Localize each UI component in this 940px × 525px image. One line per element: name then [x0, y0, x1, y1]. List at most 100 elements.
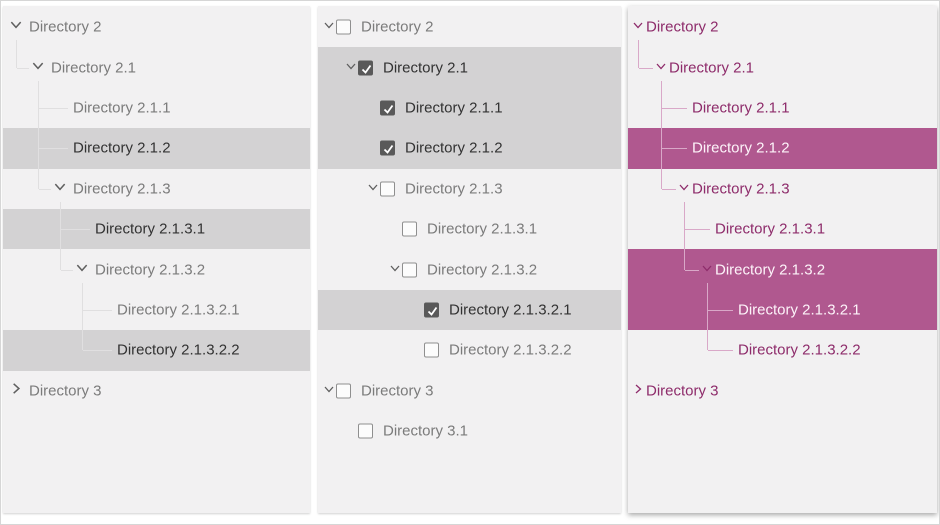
- checkbox-checked[interactable]: [358, 60, 373, 76]
- tree-connector-line: [39, 108, 68, 109]
- checkbox-unchecked[interactable]: [358, 423, 373, 439]
- chevron-down-icon[interactable]: [323, 382, 335, 400]
- checkbox-unchecked[interactable]: [336, 19, 351, 35]
- tree-node-directory-2-1-3-1[interactable]: Directory 2.1.3.1: [628, 209, 937, 249]
- node-label: Directory 2.1: [669, 59, 755, 77]
- tree-node-directory-2-1-1[interactable]: Directory 2.1.1: [628, 88, 937, 128]
- chevron-right-icon[interactable]: [9, 381, 23, 400]
- tree-node-directory-2-1-1[interactable]: Directory 2.1.1: [3, 88, 310, 128]
- chevron-down-icon[interactable]: [701, 261, 713, 279]
- checkbox-checked[interactable]: [380, 140, 395, 156]
- tree-connector-line: [60, 201, 61, 270]
- chevron-down-icon[interactable]: [389, 261, 401, 279]
- node-label: Directory 2: [29, 18, 102, 36]
- chevron-down-icon[interactable]: [678, 180, 690, 198]
- node-label: Directory 2.1.3.2.2: [738, 341, 861, 359]
- node-label: Directory 2.1.3.1: [427, 220, 538, 238]
- chevron-down-icon[interactable]: [53, 179, 67, 198]
- node-label: Directory 3.1: [383, 422, 469, 440]
- tree-connector-line: [82, 282, 83, 351]
- tree-node-directory-2-1-3[interactable]: Directory 2.1.3: [3, 169, 310, 209]
- chevron-down-icon[interactable]: [31, 58, 45, 77]
- tree-node-directory-2-1-3-2-2[interactable]: Directory 2.1.3.2.2: [628, 330, 937, 370]
- checkbox-unchecked[interactable]: [402, 221, 417, 237]
- tree-node-directory-2-1-3-2-2[interactable]: Directory 2.1.3.2.2: [318, 330, 621, 370]
- tree-node-directory-2-1-3-1[interactable]: Directory 2.1.3.1: [3, 209, 310, 250]
- tree-connector-line: [83, 310, 112, 311]
- node-label: Directory 2.1.3.2.2: [449, 341, 572, 359]
- tree-node-directory-2-1-3-2[interactable]: Directory 2.1.3.2: [628, 249, 937, 290]
- tree-connector-line: [39, 148, 68, 150]
- tree-connector-line: [662, 108, 687, 109]
- tree-connector-line: [61, 269, 73, 271]
- tree-connector-line: [684, 201, 685, 270]
- checkbox-checked[interactable]: [380, 100, 395, 116]
- tree-node-directory-2-1-3-2-1[interactable]: Directory 2.1.3.2.1: [318, 289, 621, 331]
- chevron-down-icon[interactable]: [9, 18, 23, 37]
- tree-node-directory-2-1-3[interactable]: Directory 2.1.3: [628, 169, 937, 209]
- tree-connector-line: [639, 67, 653, 69]
- node-label: Directory 2: [646, 18, 719, 36]
- tree-node-directory-2[interactable]: Directory 2: [3, 7, 310, 47]
- node-label: Directory 2.1.1: [405, 99, 503, 117]
- tree-node-directory-2-1-3-2-2[interactable]: Directory 2.1.3.2.2: [3, 330, 310, 371]
- node-label: Directory 2.1.2: [405, 139, 503, 157]
- node-label: Directory 2.1.3.2.1: [117, 301, 240, 319]
- tree-node-directory-2-1-2[interactable]: Directory 2.1.2: [318, 128, 621, 169]
- node-label: Directory 2.1.3: [692, 180, 790, 198]
- chevron-down-icon[interactable]: [323, 18, 335, 36]
- treeview-panel-default: Directory 2 Directory 2.1 Directory 2.1.1 D…: [3, 6, 310, 513]
- checkbox-unchecked[interactable]: [336, 383, 351, 399]
- chevron-down-icon[interactable]: [367, 180, 379, 198]
- tree-node-directory-2-1-3-2[interactable]: Directory 2.1.3.2: [318, 249, 621, 289]
- node-label: Directory 2.1.3.2.1: [738, 301, 861, 319]
- tree-node-directory-2-1[interactable]: Directory 2.1: [318, 47, 621, 88]
- node-label: Directory 3: [646, 382, 719, 400]
- tree-connector-line: [708, 310, 733, 311]
- tree-node-directory-2[interactable]: Directory 2: [318, 7, 621, 47]
- node-label: Directory 2.1.3.2.2: [117, 341, 240, 359]
- node-label: Directory 3: [29, 382, 102, 400]
- tree-connector-line: [708, 350, 733, 352]
- tree-connector-line: [16, 40, 17, 68]
- tree-connector-line: [17, 67, 29, 69]
- node-label: Directory 2.1: [383, 59, 469, 77]
- node-label: Directory 2.1.2: [73, 139, 171, 157]
- tree-connector-line: [662, 148, 687, 150]
- chevron-down-icon[interactable]: [345, 59, 357, 77]
- chevron-down-icon[interactable]: [75, 260, 89, 279]
- tree-connector-line: [39, 188, 51, 190]
- node-label: Directory 2.1.3: [73, 180, 171, 198]
- tree-node-directory-2[interactable]: Directory 2: [628, 7, 937, 47]
- tree-node-directory-2-1-3-1[interactable]: Directory 2.1.3.1: [318, 209, 621, 249]
- tree-node-directory-3[interactable]: Directory 3: [318, 371, 621, 411]
- tree-node-directory-2-1-2[interactable]: Directory 2.1.2: [3, 128, 310, 169]
- tree-node-directory-2-1-3-2-1[interactable]: Directory 2.1.3.2.1: [3, 290, 310, 330]
- chevron-right-icon[interactable]: [632, 382, 644, 400]
- tree-node-directory-2-1-3-2-1[interactable]: Directory 2.1.3.2.1: [628, 289, 937, 331]
- checkbox-unchecked[interactable]: [380, 181, 395, 197]
- chevron-down-icon[interactable]: [632, 18, 644, 36]
- checkbox-unchecked[interactable]: [402, 262, 417, 278]
- tree-node-directory-2-1[interactable]: Directory 2.1: [628, 47, 937, 87]
- node-label: Directory 2.1: [51, 59, 137, 77]
- tree-node-directory-2-1-3[interactable]: Directory 2.1.3: [318, 169, 621, 209]
- node-label: Directory 3: [361, 382, 434, 400]
- tree-node-directory-3[interactable]: Directory 3: [628, 371, 937, 411]
- tree-node-directory-3[interactable]: Directory 3: [3, 371, 310, 411]
- checkbox-checked[interactable]: [424, 302, 439, 318]
- tree-node-directory-3-1[interactable]: Directory 3.1: [318, 411, 621, 451]
- treeview-panel-styled: Directory 2 Directory 2.1 Directory 2.1.1 D…: [628, 6, 937, 513]
- tree-connector-line: [83, 350, 112, 352]
- chevron-down-icon[interactable]: [655, 59, 667, 77]
- node-label: Directory 2.1.1: [73, 99, 171, 117]
- tree-node-directory-2-1-2[interactable]: Directory 2.1.2: [628, 128, 937, 169]
- node-label: Directory 2.1.2: [692, 139, 790, 157]
- node-label: Directory 2: [361, 18, 434, 36]
- tree-node-directory-2-1-1[interactable]: Directory 2.1.1: [318, 87, 621, 129]
- tree-connector-line: [638, 40, 639, 68]
- checkbox-unchecked[interactable]: [424, 342, 439, 358]
- tree-node-directory-2-1[interactable]: Directory 2.1: [3, 47, 310, 87]
- tree-node-directory-2-1-3-2[interactable]: Directory 2.1.3.2: [3, 249, 310, 289]
